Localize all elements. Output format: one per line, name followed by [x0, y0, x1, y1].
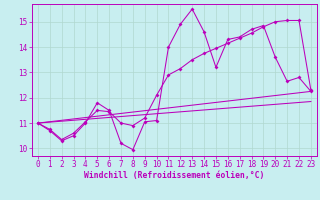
X-axis label: Windchill (Refroidissement éolien,°C): Windchill (Refroidissement éolien,°C)	[84, 171, 265, 180]
